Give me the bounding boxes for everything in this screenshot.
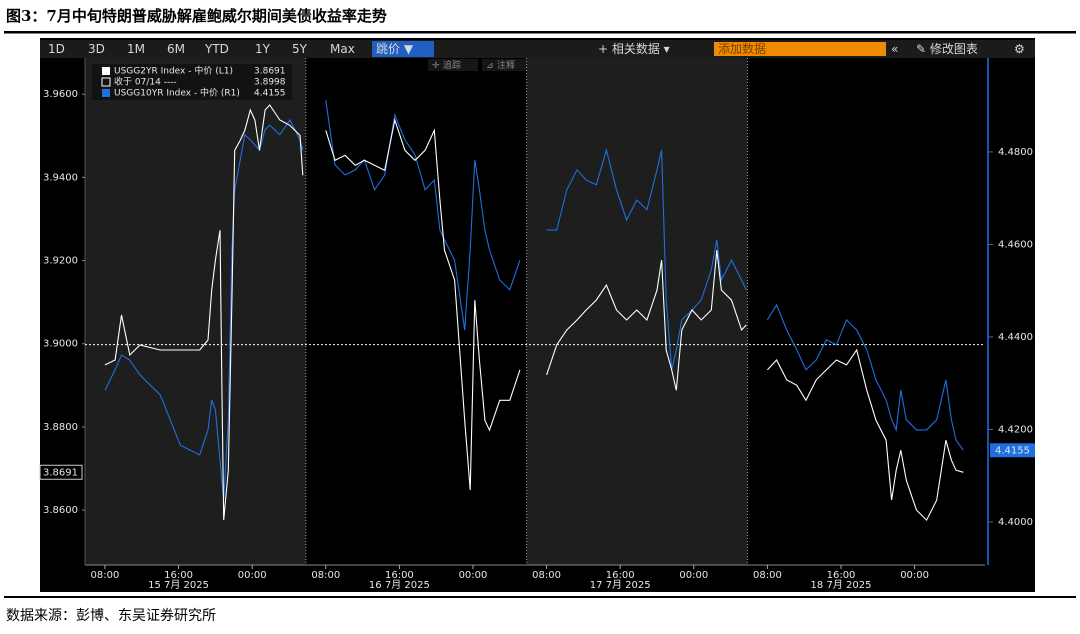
title: 图3：7月中旬特朗普威胁解雇鲍威尔期间美债收益率走势 <box>6 7 387 25</box>
range-button-active[interactable]: 跳价 ▼ <box>376 42 414 56</box>
tool-icon: ✛ <box>432 61 440 71</box>
range-button[interactable]: 6M <box>167 42 185 56</box>
series-line <box>104 104 964 522</box>
date-label: 18 7月 2025 <box>811 579 872 591</box>
legend-swatch <box>102 67 110 75</box>
tool-button[interactable]: 注释 <box>497 59 515 71</box>
legend-label: USGG10YR Index - 中价 (R1) <box>114 87 240 99</box>
date-label: 17 7月 2025 <box>590 579 651 591</box>
legend-swatch <box>102 89 110 97</box>
edit-chart-button[interactable]: ✎ 修改图表 <box>916 41 978 56</box>
range-button[interactable]: YTD <box>204 42 229 56</box>
active-range-box <box>372 41 434 57</box>
legend-label: 收于 07/14 ---- <box>114 76 177 88</box>
y-tick-label: 3.9000 <box>43 339 78 350</box>
footer-rule <box>4 596 1076 598</box>
y2-tick-label: 4.4200 <box>998 424 1033 435</box>
y-tick-label: 3.8600 <box>43 505 78 516</box>
x-tick-label: 16:00 <box>385 570 414 581</box>
date-label: 15 7月 2025 <box>148 579 209 591</box>
series-line <box>104 100 964 500</box>
last-value-label: 4.4155 <box>995 445 1030 456</box>
x-tick-label: 08:00 <box>311 570 340 581</box>
x-tick-label: 00:00 <box>679 570 708 581</box>
y-tick-label: 3.9200 <box>43 256 78 267</box>
x-tick-label: 00:00 <box>238 570 267 581</box>
legend-label: USGG2YR Index - 中价 (L1) <box>114 65 233 77</box>
range-button[interactable]: 3D <box>88 42 105 56</box>
range-button[interactable]: 1Y <box>255 42 271 56</box>
x-tick-label: 00:00 <box>459 570 488 581</box>
source-note: 数据来源：彭博、东吴证券研究所 <box>6 607 216 624</box>
y-tick-label: 3.8800 <box>43 422 78 433</box>
x-tick-label: 16:00 <box>606 570 635 581</box>
tool-button[interactable]: 追踪 <box>443 59 461 71</box>
last-value-tag <box>39 464 83 480</box>
related-data-button[interactable]: + 相关数据 ▾ <box>598 41 670 56</box>
x-tick-label: 08:00 <box>753 570 782 581</box>
legend-value: 3.8998 <box>254 78 286 88</box>
tool-bg <box>482 59 532 71</box>
session-shade <box>85 58 306 565</box>
range-button[interactable]: Max <box>330 42 355 56</box>
last-value-label: 3.8691 <box>43 467 78 478</box>
x-tick-label: 00:00 <box>900 570 929 581</box>
x-tick-label: 08:00 <box>91 570 120 581</box>
y-tick-label: 3.9400 <box>43 172 78 183</box>
legend-swatch <box>101 77 111 87</box>
y2-tick-label: 4.4400 <box>998 332 1033 343</box>
x-tick-label: 16:00 <box>827 570 856 581</box>
add-data-input[interactable]: 添加数据 <box>718 41 766 56</box>
range-button[interactable]: 1M <box>127 42 145 56</box>
x-tick-label: 08:00 <box>532 570 561 581</box>
date-label: 16 7月 2025 <box>369 579 430 591</box>
plot: 3.8600 3.8800 3.9000 3.9200 3.9400 3.9600 4.40… <box>39 58 1035 591</box>
y2-tick-label: 4.4800 <box>998 147 1033 158</box>
y-tick-label: 3.9600 <box>43 89 78 100</box>
collapse-button[interactable]: « <box>891 42 898 56</box>
last-value-tag <box>990 443 1035 458</box>
range-button[interactable]: 5Y <box>292 42 308 56</box>
settings-button[interactable]: ⚙ <box>1014 42 1025 56</box>
legend-value: 4.4155 <box>254 89 286 99</box>
legend-value: 3.8691 <box>254 67 286 77</box>
y2-tick-label: 4.4000 <box>998 517 1033 528</box>
tool-icon: ⊿ <box>486 61 494 71</box>
session-shade <box>526 58 748 565</box>
x-tick-label: 16:00 <box>164 570 193 581</box>
range-button[interactable]: 1D <box>48 42 65 56</box>
title-rule <box>4 31 1076 34</box>
add-data-box <box>714 42 886 56</box>
legend-box <box>92 64 292 100</box>
tool-bg <box>428 59 478 71</box>
y2-tick-label: 4.4600 <box>998 239 1033 250</box>
